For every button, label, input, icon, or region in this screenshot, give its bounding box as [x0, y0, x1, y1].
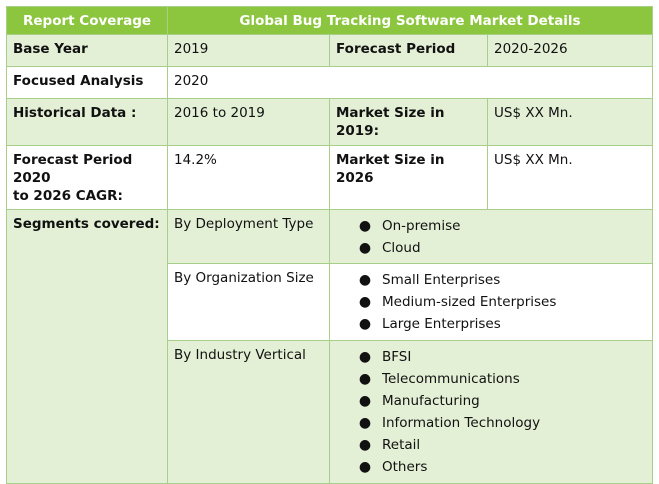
- list-item: ● Medium-sized Enterprises: [358, 291, 646, 313]
- segment-items: ● BFSI ● Telecommunications ● Manufacturing…: [329, 340, 653, 484]
- segment-list-deployment: ● On-premise ● Cloud: [336, 215, 646, 259]
- focused-analysis-value: 2020: [167, 66, 653, 100]
- row-focused-analysis: Focused Analysis 2020: [6, 66, 653, 100]
- row-cagr: Forecast Period 2020 to 2026 CAGR: 14.2%…: [6, 144, 653, 211]
- cagr-label-line1: Forecast Period 2020: [13, 151, 133, 186]
- market-size-2019-label: Market Size in 2019:: [329, 98, 488, 146]
- list-item-label: Manufacturing: [382, 393, 480, 410]
- forecast-period-value: 2020-2026: [487, 34, 653, 68]
- bullet-icon: ●: [358, 459, 372, 476]
- segments-covered-label: Segments covered:: [6, 209, 168, 484]
- row-historical-data: Historical Data : 2016 to 2019 Market Si…: [6, 98, 653, 146]
- list-item: ● Others: [358, 456, 646, 478]
- list-item-label: Others: [382, 459, 428, 476]
- market-size-2019-value: US$ XX Mn.: [487, 98, 653, 146]
- focused-analysis-label: Focused Analysis: [6, 66, 168, 100]
- bullet-icon: ●: [358, 437, 372, 454]
- list-item: ● Information Technology: [358, 412, 646, 434]
- list-item-label: Cloud: [382, 240, 421, 257]
- segment-items: ● Small Enterprises ● Medium-sized Enterpr…: [329, 263, 653, 342]
- cagr-value: 14.2%: [167, 144, 330, 211]
- bullet-icon: ●: [358, 316, 372, 333]
- cagr-label: Forecast Period 2020 to 2026 CAGR:: [6, 144, 168, 211]
- segment-list-industry: ● BFSI ● Telecommunications ● Manufacturing…: [336, 346, 646, 478]
- list-item: ● Large Enterprises: [358, 313, 646, 335]
- market-size-2026-label: Market Size in 2026: [329, 144, 488, 211]
- segment-items: ● On-premise ● Cloud: [329, 209, 653, 265]
- segment-group-name: By Deployment Type: [167, 209, 330, 265]
- forecast-period-label: Forecast Period: [329, 34, 488, 68]
- bullet-icon: ●: [358, 415, 372, 432]
- list-item-label: Large Enterprises: [382, 316, 501, 333]
- list-item-label: Retail: [382, 437, 421, 454]
- segment-list-organization: ● Small Enterprises ● Medium-sized Enterpr…: [336, 269, 646, 335]
- bullet-icon: ●: [358, 272, 372, 289]
- list-item: ● BFSI: [358, 346, 646, 368]
- row-segment-organization: By Organization Size ● Small Enterprises …: [7, 263, 653, 342]
- header-market-details: Global Bug Tracking Software Market Deta…: [167, 5, 653, 36]
- row-base-year: Base Year 2019 Forecast Period 2020-2026: [6, 34, 653, 68]
- report-coverage-table: Report Coverage Global Bug Tracking Soft…: [6, 5, 653, 484]
- bullet-icon: ●: [358, 240, 372, 257]
- bullet-icon: ●: [358, 393, 372, 410]
- list-item: ● Retail: [358, 434, 646, 456]
- list-item-label: Information Technology: [382, 415, 541, 432]
- list-item: ● Cloud: [358, 237, 646, 259]
- cagr-label-line2: to 2026 CAGR:: [13, 188, 123, 205]
- segment-group-name: By Organization Size: [167, 263, 330, 342]
- list-item-label: BFSI: [382, 349, 412, 366]
- header-report-coverage: Report Coverage: [6, 5, 168, 36]
- list-item-label: On-premise: [382, 218, 461, 235]
- list-item-label: Small Enterprises: [382, 272, 501, 289]
- base-year-label: Base Year: [6, 34, 168, 68]
- bullet-icon: ●: [358, 294, 372, 311]
- historical-data-value: 2016 to 2019: [167, 98, 330, 146]
- row-segment-industry: By Industry Vertical ● BFSI ● Telecommunic…: [7, 340, 653, 484]
- list-item: ● Manufacturing: [358, 390, 646, 412]
- list-item: ● Small Enterprises: [358, 269, 646, 291]
- bullet-icon: ●: [358, 371, 372, 388]
- header-row: Report Coverage Global Bug Tracking Soft…: [6, 5, 653, 36]
- list-item-label: Telecommunications: [382, 371, 520, 388]
- bullet-icon: ●: [358, 218, 372, 235]
- list-item: ● On-premise: [358, 215, 646, 237]
- historical-data-label: Historical Data :: [6, 98, 168, 146]
- segment-group-name: By Industry Vertical: [167, 340, 330, 484]
- bullet-icon: ●: [358, 349, 372, 366]
- market-size-2026-value: US$ XX Mn.: [487, 144, 653, 211]
- list-item: ● Telecommunications: [358, 368, 646, 390]
- list-item-label: Medium-sized Enterprises: [382, 294, 557, 311]
- base-year-value: 2019: [167, 34, 330, 68]
- row-segment-deployment: Segments covered: By Deployment Type ● On…: [6, 209, 653, 484]
